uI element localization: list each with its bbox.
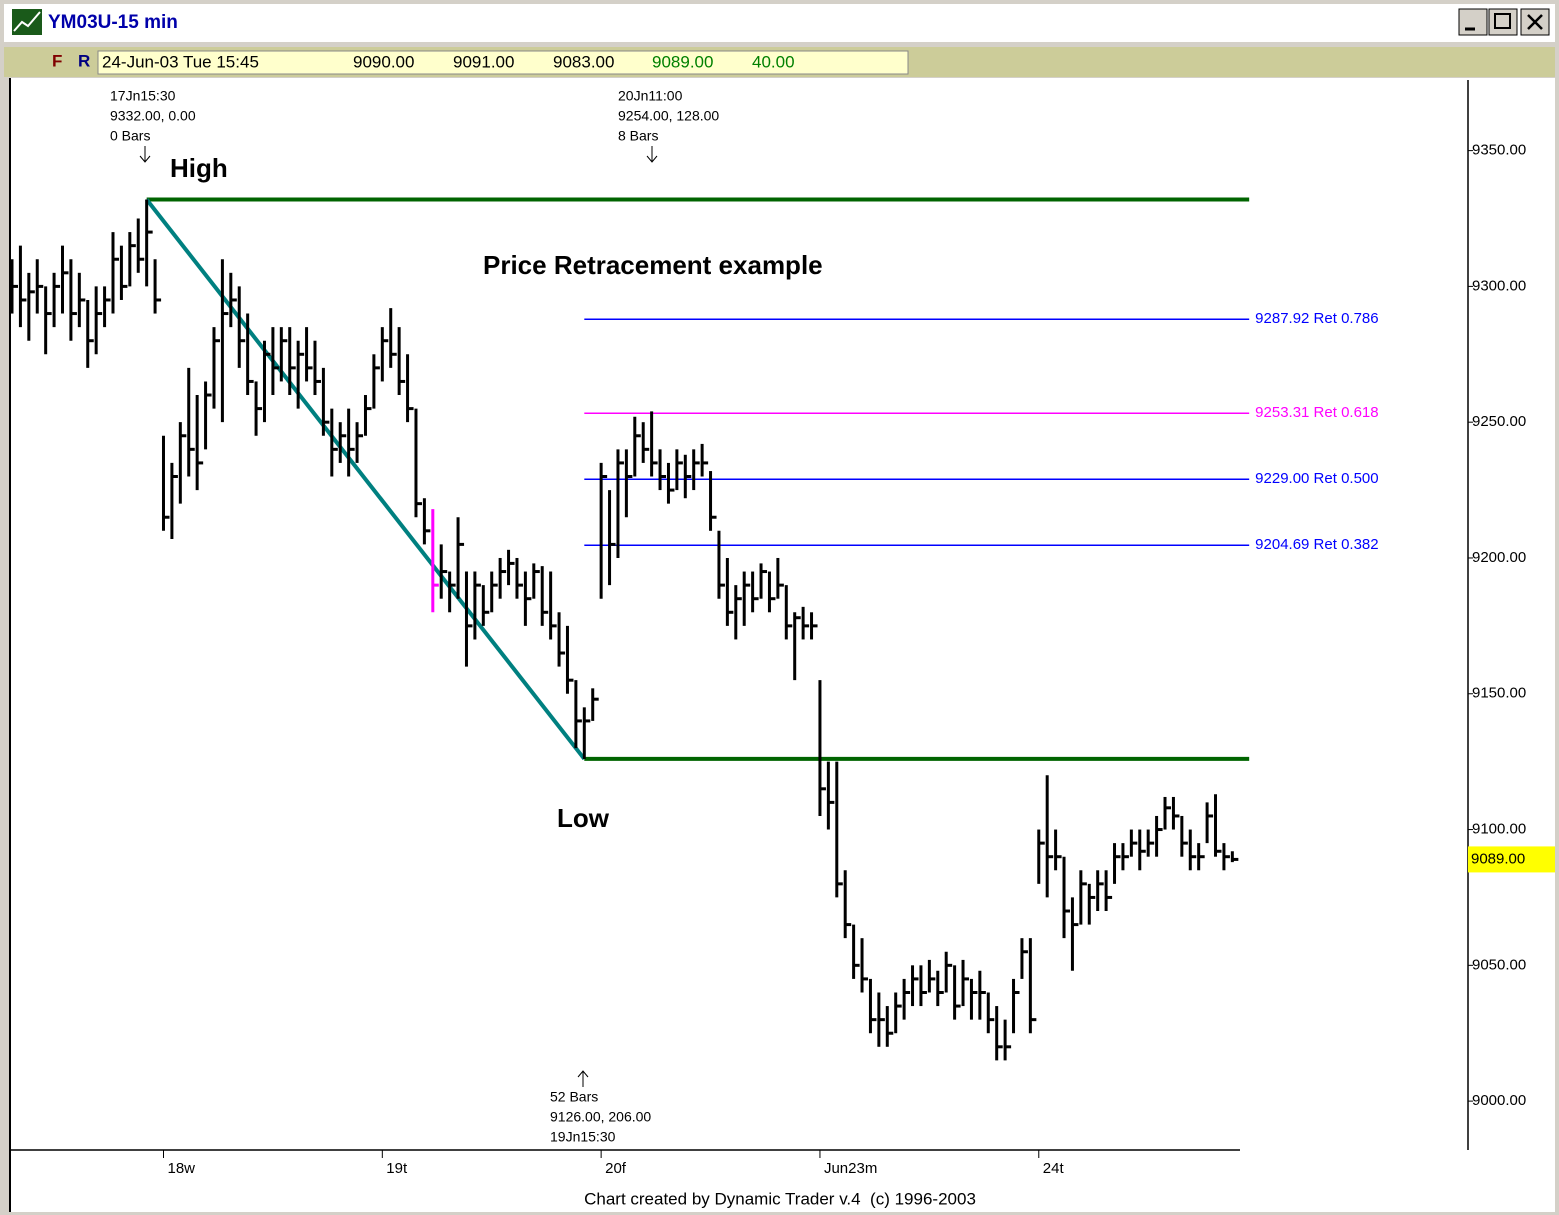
y-tick-label: 9350.00: [1472, 142, 1526, 159]
low-info: 52 Bars: [550, 1089, 598, 1105]
quote-low: 9083.00: [553, 52, 614, 71]
retracement-label: 9287.92 Ret 0.786: [1255, 310, 1378, 327]
high-info: 0 Bars: [110, 128, 150, 144]
maximize-icon: [1494, 13, 1511, 29]
retracement-label: 9253.31 Ret 0.618: [1255, 404, 1378, 421]
low-label: Low: [557, 803, 610, 833]
y-tick-label: 9000.00: [1472, 1092, 1526, 1109]
quote-close: 9089.00: [652, 52, 713, 71]
trend-line: [145, 198, 586, 761]
retracement-label: 9229.00 Ret 0.500: [1255, 470, 1378, 487]
app-icon: [12, 9, 42, 35]
x-tick-label: 24t: [1043, 1160, 1065, 1177]
chart-area: [10, 78, 1555, 1212]
high-info: 9332.00, 0.00: [110, 108, 196, 124]
peak-info: 8 Bars: [618, 128, 658, 144]
peak-info: 9254.00, 128.00: [618, 108, 719, 124]
retracement-label: 9204.69 Ret 0.382: [1255, 536, 1378, 553]
arrow: [139, 146, 151, 163]
y-tick-label: 9300.00: [1472, 277, 1526, 294]
high-info: 17Jn15:30: [110, 88, 176, 104]
quote-date: 24-Jun-03 Tue 15:45: [102, 52, 259, 71]
window-title: YM03U-15 min: [48, 12, 178, 33]
f-button[interactable]: F: [52, 51, 62, 70]
r-button[interactable]: R: [78, 51, 90, 70]
x-tick-label: 19t: [386, 1160, 408, 1177]
peak-info: 20Jn11:00: [618, 88, 683, 104]
x-tick-label: 20f: [605, 1160, 627, 1177]
y-tick-label: 9150.00: [1472, 685, 1526, 702]
quote-high: 9091.00: [453, 52, 514, 71]
quote-change: 40.00: [752, 52, 795, 71]
high-label: High: [170, 153, 228, 183]
app-icon-graph: [13, 11, 41, 32]
footer: Chart created by Dynamic Trader v.4 (c) …: [584, 1189, 976, 1208]
maximize-button[interactable]: [1488, 8, 1518, 36]
arrow: [577, 1070, 589, 1087]
quote-box: [97, 50, 909, 75]
last-price-box: [1468, 846, 1555, 873]
y-tick-label: 9100.00: [1472, 821, 1526, 838]
y-tick-label: 9250.00: [1472, 413, 1526, 430]
low-info: 19Jn15:30: [550, 1129, 616, 1145]
arrow: [646, 146, 658, 163]
chart-title: Price Retracement example: [483, 250, 823, 280]
y-tick-label: 9200.00: [1472, 549, 1526, 566]
x-tick-label: Jun23m: [824, 1160, 877, 1177]
last-price-label: 9089.00: [1471, 850, 1525, 867]
low-info: 9126.00, 206.00: [550, 1109, 651, 1125]
quote-open: 9090.00: [353, 52, 414, 71]
title-bar: [4, 4, 1555, 42]
minimize-button[interactable]: [1458, 8, 1488, 36]
window-buttons: [1458, 8, 1550, 36]
y-tick-label: 9050.00: [1472, 956, 1526, 973]
close-icon: [1527, 14, 1543, 30]
x-tick-label: 18w: [167, 1160, 195, 1177]
